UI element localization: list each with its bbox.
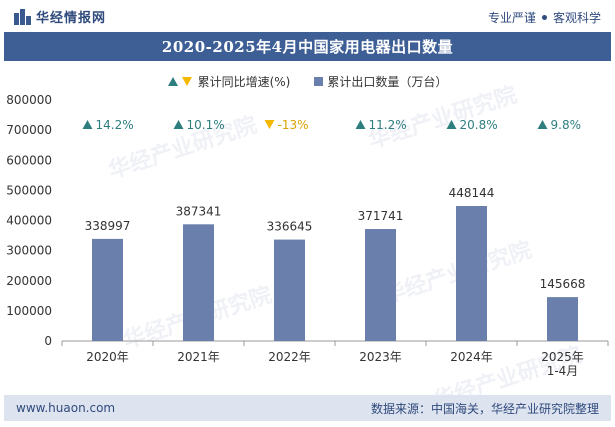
tagline-a: 专业严谨 xyxy=(487,11,536,25)
legend: 累计同比增速(%) 累计出口数量（万台） xyxy=(0,73,615,90)
legend-growth-label: 累计同比增速(%) xyxy=(197,75,291,89)
triangle-down-icon xyxy=(181,77,192,86)
tagline-b: 客观科学 xyxy=(552,11,601,25)
x-tick-label: 2022年 xyxy=(268,350,311,364)
bar xyxy=(365,229,396,341)
y-tick-label: 500000 xyxy=(6,183,52,197)
bar-value-label: 371741 xyxy=(358,209,404,223)
growth-triangle-up xyxy=(173,120,184,129)
growth-triangle-up xyxy=(82,120,93,129)
tagline: 专业严谨 客观科学 xyxy=(488,9,601,26)
footer-source: 数据来源：中国海关，华经产业研究院整理 xyxy=(370,401,599,416)
growth-label: 10.1% xyxy=(187,118,225,132)
y-tick-label: 800000 xyxy=(6,93,52,107)
footer-url: www.huaon.com xyxy=(16,401,116,415)
y-tick-label: 100000 xyxy=(6,304,52,318)
growth-label: -13% xyxy=(278,118,309,132)
legend-swatch xyxy=(314,77,324,86)
triangle-up-icon xyxy=(167,77,178,86)
growth-triangle-down xyxy=(264,120,275,129)
footer: www.huaon.com 数据来源：中国海关，华经产业研究院整理 xyxy=(4,395,611,421)
bar xyxy=(92,238,123,341)
y-tick-label: 600000 xyxy=(6,153,52,167)
dot-icon xyxy=(541,15,547,20)
y-tick-label: 300000 xyxy=(6,244,52,258)
legend-qty-label: 累计出口数量（万台） xyxy=(327,75,448,89)
x-tick-label: 1-4月 xyxy=(547,364,579,378)
growth-triangle-up xyxy=(537,120,548,129)
y-tick-label: 200000 xyxy=(6,274,52,288)
bar-value-label: 336645 xyxy=(267,220,313,234)
legend-qty: 累计出口数量（万台） xyxy=(314,73,447,90)
growth-triangle-up xyxy=(355,120,366,129)
bar-value-label: 448144 xyxy=(449,186,495,200)
x-tick-label: 2023年 xyxy=(359,350,402,364)
growth-label: 20.8% xyxy=(460,118,498,132)
legend-growth: 累计同比增速(%) xyxy=(167,73,291,90)
x-tick-label: 2024年 xyxy=(450,350,493,364)
bar xyxy=(456,205,487,341)
bar-value-label: 145668 xyxy=(540,277,586,291)
x-tick-label: 2020年 xyxy=(86,350,129,364)
y-tick-label: 400000 xyxy=(6,214,52,228)
bar xyxy=(274,239,305,341)
bar-value-label: 387341 xyxy=(176,204,222,218)
chart-title: 2020-2025年4月中国家用电器出口数量 xyxy=(161,38,454,56)
title-bar: 2020-2025年4月中国家用电器出口数量 xyxy=(4,32,611,61)
x-tick-label: 2021年 xyxy=(177,350,220,364)
growth-label: 14.2% xyxy=(96,118,134,132)
y-tick-label: 700000 xyxy=(6,123,52,137)
logo: 华经情报网 xyxy=(14,7,106,26)
growth-triangle-up xyxy=(446,120,457,129)
brand-name: 华经情报网 xyxy=(36,11,107,26)
top-bar: 华经情报网 专业严谨 客观科学 xyxy=(0,0,615,32)
logo-icon xyxy=(14,8,31,25)
growth-label: 11.2% xyxy=(369,118,407,132)
bar xyxy=(547,297,578,341)
x-tick-label: 2025年 xyxy=(541,350,584,364)
growth-label: 9.8% xyxy=(551,118,582,132)
bar xyxy=(183,224,214,341)
y-tick-label: 0 xyxy=(44,334,52,348)
bar-value-label: 338997 xyxy=(85,219,131,233)
